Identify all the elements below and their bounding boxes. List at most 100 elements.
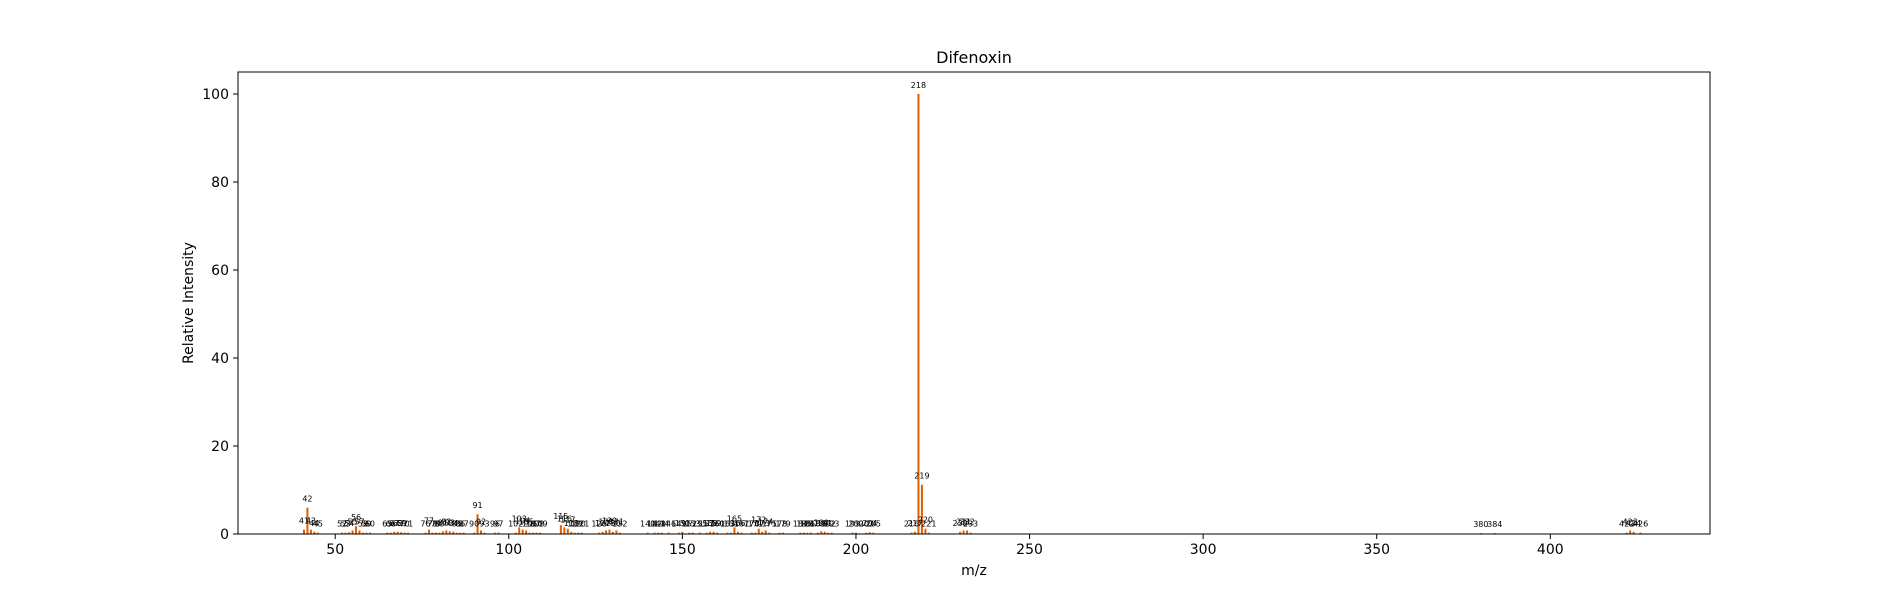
peak-label: 178 bbox=[772, 520, 787, 529]
peak-label: 82 bbox=[441, 517, 451, 526]
peak-label: 54 bbox=[344, 519, 354, 528]
peak-label: 69 bbox=[396, 519, 406, 528]
peak-label: 200 bbox=[848, 520, 863, 529]
peak-label: 143 bbox=[650, 520, 665, 529]
peak-label: 103 bbox=[512, 514, 527, 523]
peak-bar bbox=[962, 530, 965, 534]
peak-bar bbox=[657, 532, 660, 534]
peak-label: 126 bbox=[591, 520, 606, 529]
peak-bar bbox=[736, 531, 739, 534]
peak-bar bbox=[424, 532, 427, 534]
peak-label: 84 bbox=[448, 519, 458, 528]
peak-bar bbox=[754, 532, 757, 534]
peak-label: 78 bbox=[427, 520, 437, 529]
peak-bar bbox=[518, 527, 521, 534]
peak-bar bbox=[681, 531, 684, 534]
peak-bar bbox=[611, 531, 614, 534]
peak-label: 96 bbox=[490, 520, 500, 529]
peak-bar bbox=[563, 527, 566, 534]
peak-bar bbox=[677, 532, 680, 534]
peak-label: 55 bbox=[347, 517, 357, 526]
peak-bar bbox=[851, 532, 854, 534]
peak-bar bbox=[709, 531, 712, 534]
peak-label: 152 bbox=[682, 520, 697, 529]
peak-label: 77 bbox=[424, 517, 434, 526]
peak-bar bbox=[646, 532, 649, 534]
peak-bar bbox=[365, 532, 368, 534]
peak-bar bbox=[598, 532, 601, 534]
peak-label: 187 bbox=[803, 520, 818, 529]
peak-bar bbox=[403, 532, 406, 534]
peak-label: 44 bbox=[309, 519, 319, 528]
peak-label: 42 bbox=[302, 495, 312, 504]
peak-bar bbox=[361, 532, 364, 534]
y-axis-label: Relative Intensity bbox=[181, 242, 197, 364]
peak-label: 53 bbox=[341, 520, 351, 529]
peak-bar bbox=[688, 532, 691, 534]
peak-label: 179 bbox=[775, 520, 790, 529]
peak-bar bbox=[705, 532, 708, 534]
x-tick-label: 200 bbox=[843, 542, 870, 558]
peak-bars bbox=[302, 94, 1642, 534]
peak-label: 149 bbox=[671, 520, 686, 529]
x-tick-label: 350 bbox=[1363, 542, 1390, 558]
peak-label: 130 bbox=[605, 519, 620, 528]
peak-bar bbox=[913, 531, 916, 534]
peak-bar bbox=[313, 531, 316, 534]
peak-label: 109 bbox=[532, 520, 547, 529]
peak-bar bbox=[580, 532, 583, 534]
peak-bar bbox=[368, 532, 371, 534]
peak-label: 76 bbox=[420, 520, 430, 529]
peak-label: 157 bbox=[699, 520, 714, 529]
peak-label: 153 bbox=[685, 520, 700, 529]
peak-label: 184 bbox=[793, 520, 808, 529]
peak-bar bbox=[316, 532, 319, 534]
plot-frame bbox=[237, 71, 1711, 535]
peak-label: 129 bbox=[602, 517, 617, 526]
peak-bar bbox=[438, 532, 441, 534]
peak-label: 116 bbox=[557, 514, 572, 523]
chart-title: Difenoxin bbox=[936, 48, 1012, 67]
peak-label: 107 bbox=[525, 520, 540, 529]
peak-label: 189 bbox=[810, 520, 825, 529]
peak-bar bbox=[309, 529, 312, 534]
peak-label: 108 bbox=[529, 520, 544, 529]
peak-bar bbox=[532, 532, 535, 534]
peak-bar bbox=[455, 532, 458, 534]
peak-bar bbox=[344, 532, 347, 534]
peak-bar bbox=[865, 532, 868, 534]
peak-label: 93 bbox=[479, 520, 489, 529]
peak-label: 160 bbox=[709, 520, 724, 529]
peak-bar bbox=[966, 530, 969, 534]
peak-label: 142 bbox=[647, 520, 662, 529]
peak-bar bbox=[757, 528, 760, 534]
peak-bar bbox=[497, 532, 500, 534]
peak-label: 118 bbox=[564, 519, 579, 528]
peak-bar bbox=[698, 532, 701, 534]
peak-label: 423 bbox=[1623, 517, 1638, 526]
peak-label: 231 bbox=[956, 517, 971, 526]
peak-label: 173 bbox=[755, 519, 770, 528]
peak-bar bbox=[393, 531, 396, 534]
peak-label: 45 bbox=[313, 520, 323, 529]
peak-bar bbox=[920, 484, 923, 534]
peak-label: 170 bbox=[744, 520, 759, 529]
peak-bar bbox=[358, 530, 361, 534]
peak-bar bbox=[476, 514, 479, 534]
peak-label: 167 bbox=[734, 520, 749, 529]
peak-bar bbox=[396, 531, 399, 534]
peak-label: 132 bbox=[612, 520, 627, 529]
peak-label: 131 bbox=[609, 517, 624, 526]
peak-bar bbox=[1625, 532, 1628, 534]
peak-label: 186 bbox=[800, 520, 815, 529]
peak-label: 174 bbox=[758, 517, 773, 526]
peak-bar bbox=[473, 532, 476, 534]
peak-bar bbox=[802, 532, 805, 534]
peak-label: 60 bbox=[365, 520, 375, 529]
peak-label: 127 bbox=[595, 519, 610, 528]
peak-bar bbox=[729, 532, 732, 534]
peak-bar bbox=[691, 532, 694, 534]
y-tick-label: 100 bbox=[202, 87, 229, 103]
